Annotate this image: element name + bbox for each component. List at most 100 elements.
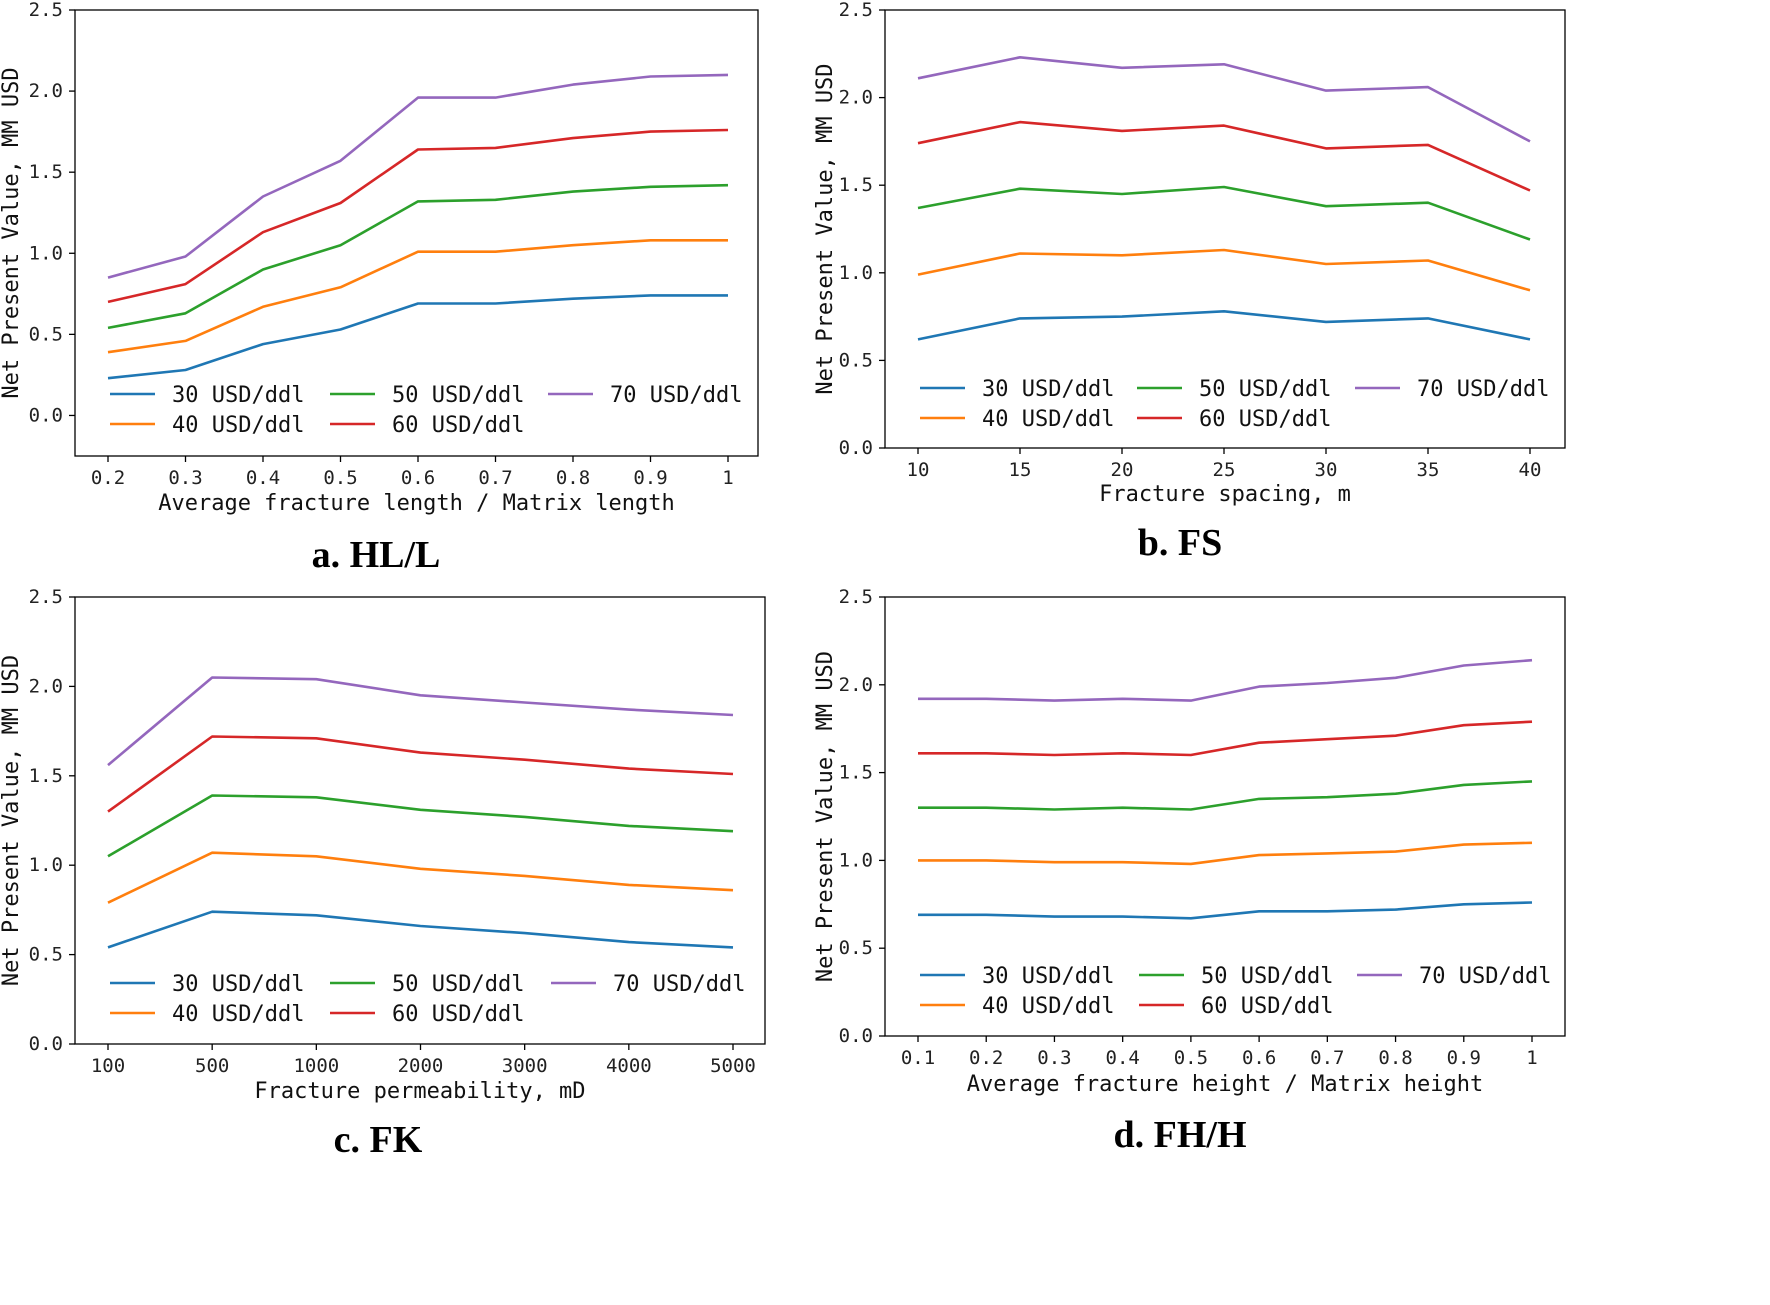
series-line-40-usd — [917, 248, 1531, 292]
y-tick-label: 2.0 — [29, 675, 63, 697]
x-tick-label: 0.2 — [969, 1047, 1003, 1069]
x-tick-label: 15 — [1009, 459, 1032, 481]
chart-panel-b: 0.0 0.5 1.0 1.5 2.0 2.5 10 15 20 25 30 35 40 30 USD/d… — [813, 0, 1566, 564]
y-axis-label: Net Present Value, MM USD — [0, 67, 24, 398]
y-tick-label: 1.0 — [839, 262, 873, 284]
y-tick-label: 2.5 — [839, 0, 873, 21]
legend-label: 30 USD/ddl — [982, 377, 1114, 402]
series-line-60-usd — [917, 120, 1531, 192]
x-tick-label: 3000 — [502, 1055, 548, 1077]
legend: 30 USD/ddl 40 USD/ddl 50 USD/ddl 60 USD/ddl… — [110, 972, 745, 1027]
x-tick-label: 40 — [1519, 459, 1542, 481]
y-tick-label: 0.5 — [839, 937, 873, 959]
series-line-30-usd — [918, 901, 1533, 920]
y-tick-label: 0.0 — [839, 437, 873, 459]
legend-label: 60 USD/ddl — [1201, 994, 1333, 1019]
chart-panel-d: 0.0 0.5 1.0 1.5 2.0 2.5 0.1 0.2 0.3 0.4 0.5 0.6 0.7 0… — [813, 586, 1566, 1156]
y-tick-label: 0.5 — [29, 323, 63, 345]
x-tick-label: 0.3 — [168, 467, 202, 489]
x-tick-label: 0.8 — [1378, 1047, 1412, 1069]
x-tick-label: 0.5 — [1174, 1047, 1208, 1069]
series-line-50-usd — [917, 185, 1531, 241]
y-axis-label: Net Present Value, MM USD — [813, 63, 838, 394]
plot-frame — [74, 596, 766, 1045]
series-line-60-usd — [918, 720, 1533, 757]
x-tick-label: 25 — [1213, 459, 1236, 481]
panel-caption: a. HL/L — [312, 534, 441, 576]
x-axis-label: Fracture spacing, m — [1099, 482, 1351, 507]
plot-frame — [74, 9, 759, 457]
series-line-40-usd — [107, 851, 734, 904]
y-tick-label: 2.5 — [839, 586, 873, 608]
legend-label: 50 USD/ddl — [1201, 964, 1333, 989]
legend-label: 30 USD/ddl — [982, 964, 1114, 989]
legend-label: 50 USD/ddl — [392, 383, 524, 408]
x-tick-label: 0.7 — [1310, 1047, 1344, 1069]
x-tick-label: 0.7 — [478, 467, 512, 489]
chart-panel-a: 0.0 0.5 1.0 1.5 2.0 2.5 0.2 0.3 0.4 0.5 0.6 0.7 0.8 0… — [0, 0, 759, 576]
y-tick-label: 0.5 — [839, 349, 873, 371]
y-tick-label: 1.5 — [29, 765, 63, 787]
x-tick-label: 0.1 — [901, 1047, 935, 1069]
legend: 30 USD/ddl 40 USD/ddl 50 USD/ddl 60 USD/ddl… — [920, 377, 1549, 432]
plot-frame — [884, 9, 1566, 449]
x-tick-label: 0.6 — [401, 467, 435, 489]
x-tick-label: 0.8 — [556, 467, 590, 489]
series-line-50-usd — [918, 780, 1533, 811]
x-tick-label: 1000 — [293, 1055, 339, 1077]
y-tick-label: 1.5 — [29, 161, 63, 183]
legend-label: 50 USD/ddl — [1199, 377, 1331, 402]
series-line-70-usd — [917, 55, 1531, 143]
x-tick-label: 10 — [907, 459, 930, 481]
x-tick-label: 0.9 — [1447, 1047, 1481, 1069]
x-tick-label: 0.5 — [323, 467, 357, 489]
legend-label: 50 USD/ddl — [392, 972, 524, 997]
y-tick-label: 0.0 — [839, 1025, 873, 1047]
x-tick-label: 0.2 — [91, 467, 125, 489]
x-tick-label: 100 — [91, 1055, 125, 1077]
x-tick-label: 0.4 — [246, 467, 280, 489]
x-tick-label: 20 — [1111, 459, 1134, 481]
legend-label: 60 USD/ddl — [1199, 407, 1331, 432]
series-line-50-usd — [107, 794, 734, 858]
series-line-70-usd — [107, 73, 729, 279]
x-tick-label: 4000 — [606, 1055, 652, 1077]
legend-label: 70 USD/ddl — [1417, 377, 1549, 402]
x-tick-label: 2000 — [398, 1055, 444, 1077]
series-line-30-usd — [917, 309, 1531, 341]
y-axis-label: Net Present Value, MM USD — [813, 651, 838, 982]
series-line-50-usd — [107, 183, 729, 330]
x-tick-label: 1 — [1526, 1047, 1537, 1069]
legend-label: 30 USD/ddl — [172, 972, 304, 997]
y-axis-label: Net Present Value, MM USD — [0, 655, 24, 986]
legend-label: 70 USD/ddl — [613, 972, 745, 997]
legend-label: 60 USD/ddl — [392, 1002, 524, 1027]
legend-label: 60 USD/ddl — [392, 413, 524, 438]
y-tick-label: 2.0 — [839, 674, 873, 696]
y-tick-label: 0.0 — [29, 404, 63, 426]
x-tick-label: 0.4 — [1106, 1047, 1140, 1069]
series-line-60-usd — [107, 128, 729, 304]
series-line-70-usd — [918, 658, 1533, 702]
legend-label: 40 USD/ddl — [172, 1002, 304, 1027]
y-tick-label: 2.5 — [29, 586, 63, 608]
x-tick-label: 1 — [722, 467, 733, 489]
y-tick-label: 2.5 — [29, 0, 63, 21]
x-axis-label: Average fracture height / Matrix height — [967, 1072, 1484, 1097]
x-axis-label: Average fracture length / Matrix length — [158, 491, 675, 516]
panel-caption: d. FH/H — [1113, 1114, 1246, 1156]
x-tick-label: 500 — [195, 1055, 229, 1077]
y-tick-label: 2.0 — [839, 87, 873, 109]
series-line-60-usd — [107, 735, 734, 813]
series-line-30-usd — [107, 910, 734, 949]
series-line-70-usd — [107, 676, 734, 767]
series-line-30-usd — [107, 294, 728, 380]
x-axis-label: Fracture permeability, mD — [254, 1079, 585, 1104]
x-tick-label: 5000 — [710, 1055, 756, 1077]
y-tick-label: 1.0 — [29, 242, 63, 264]
x-tick-label: 0.6 — [1242, 1047, 1276, 1069]
legend-label: 30 USD/ddl — [172, 383, 304, 408]
legend-label: 70 USD/ddl — [610, 383, 742, 408]
x-tick-label: 0.9 — [633, 467, 667, 489]
